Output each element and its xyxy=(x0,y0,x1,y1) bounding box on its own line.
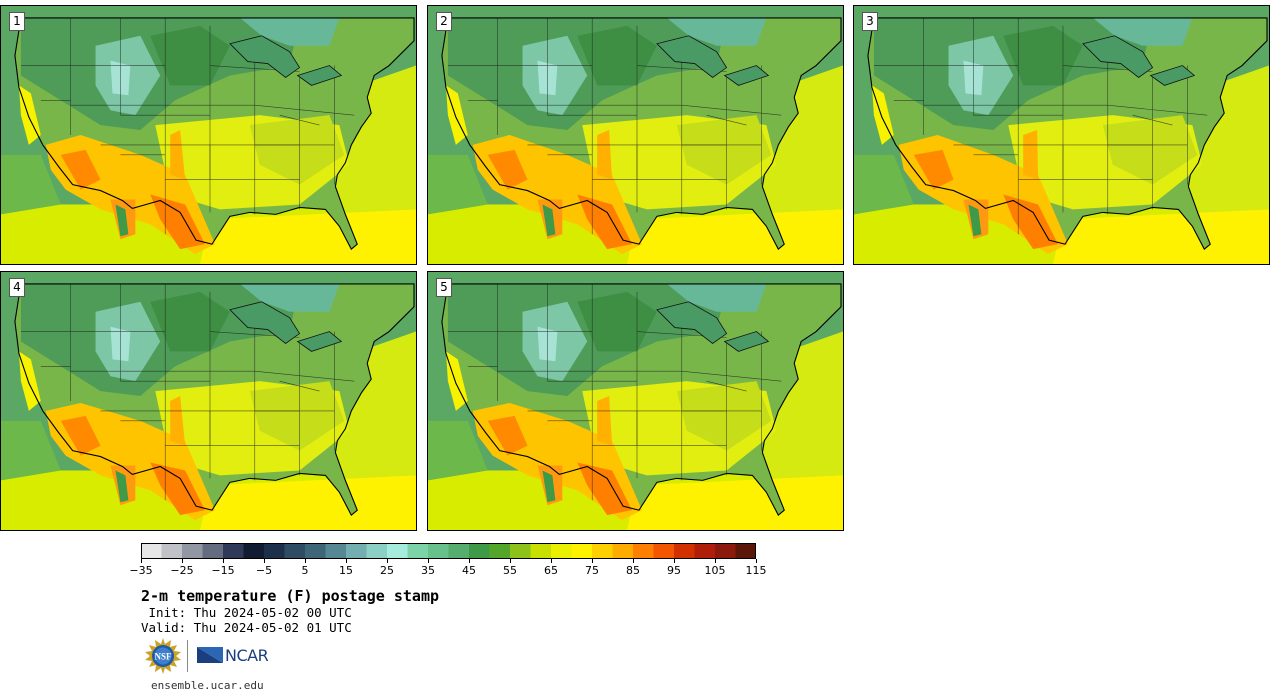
colorbar-swatch xyxy=(633,543,654,559)
colorbar-swatch xyxy=(612,543,634,559)
colorbar-tick-mark xyxy=(469,559,470,563)
colorbar-tick-label: 115 xyxy=(745,564,767,577)
temperature-map xyxy=(854,6,1269,264)
temperature-map xyxy=(428,6,843,264)
nsf-logo: NSF xyxy=(145,638,181,674)
colorbar-tick-label: 5 xyxy=(301,564,309,577)
colorbar-swatch xyxy=(284,543,306,559)
colorbar-tick-mark xyxy=(387,559,388,563)
colorbar-tick-label: −35 xyxy=(129,564,153,577)
nsf-logo-text: NSF xyxy=(154,652,172,662)
colorbar-swatch xyxy=(448,543,470,559)
colorbar-swatch xyxy=(592,543,613,559)
colorbar-border xyxy=(141,543,756,559)
colorbar-tick-mark xyxy=(264,559,265,563)
colorbar-swatch xyxy=(325,543,347,559)
colorbar-swatch xyxy=(182,543,203,559)
colorbar-tick-label: 45 xyxy=(462,564,476,577)
colorbar-tick-mark xyxy=(346,559,347,563)
colorbar-swatch xyxy=(653,543,675,559)
colorbar-swatch xyxy=(715,543,736,559)
colorbar-swatch xyxy=(202,543,224,559)
panel-number-label: 3 xyxy=(862,12,878,31)
panel-number-label: 4 xyxy=(9,278,25,297)
colorbar-tick-mark xyxy=(305,559,306,563)
colorbar-tick-label: 75 xyxy=(585,564,599,577)
colorbar-swatch xyxy=(387,543,408,559)
colorbar-tick-mark xyxy=(223,559,224,563)
colorbar-swatch xyxy=(305,543,326,559)
colorbar-swatch xyxy=(551,543,572,559)
chart-title: 2-m temperature (F) postage stamp xyxy=(141,587,440,605)
colorbar-tick-mark xyxy=(551,559,552,563)
colorbar-tick-mark xyxy=(182,559,183,563)
temperature-map xyxy=(428,272,843,530)
valid-time: Valid: Thu 2024-05-02 01 UTC xyxy=(141,620,352,635)
colorbar-tick-mark xyxy=(715,559,716,563)
colorbar-tick-label: 15 xyxy=(339,564,353,577)
colorbar-tick-label: 25 xyxy=(380,564,394,577)
colorbar-swatch xyxy=(469,543,490,559)
colorbar-tick-label: −5 xyxy=(255,564,273,577)
colorbar-tick-mark xyxy=(674,559,675,563)
logo-divider xyxy=(187,640,188,672)
colorbar-tick-label: 95 xyxy=(667,564,681,577)
colorbar-swatch xyxy=(428,543,449,559)
colorbar-swatch xyxy=(223,543,244,559)
colorbar-tick-label: 85 xyxy=(626,564,640,577)
ncar-logo: NCAR xyxy=(197,643,269,667)
map-panel-1: 1 xyxy=(0,5,417,265)
colorbar-tick-mark xyxy=(141,559,142,563)
source-url: ensemble.ucar.edu xyxy=(151,679,264,692)
colorbar-tick-label: −25 xyxy=(170,564,194,577)
colorbar-swatch xyxy=(243,543,265,559)
ncar-logo-text: NCAR xyxy=(225,645,269,665)
colorbar-swatch xyxy=(530,543,552,559)
colorbar-tick-label: 55 xyxy=(503,564,517,577)
ncar-mark-icon xyxy=(197,647,223,663)
colorbar-swatch xyxy=(674,543,695,559)
colorbar-tick-label: −15 xyxy=(211,564,235,577)
temperature-map xyxy=(1,6,416,264)
colorbar-tick-mark xyxy=(510,559,511,563)
colorbar-swatch xyxy=(407,543,429,559)
colorbar-swatch xyxy=(735,543,756,559)
map-panel-3: 3 xyxy=(853,5,1270,265)
temperature-colorbar xyxy=(141,543,756,559)
init-time: Init: Thu 2024-05-02 00 UTC xyxy=(141,605,352,620)
colorbar-tick-mark xyxy=(633,559,634,563)
colorbar-tick-mark xyxy=(428,559,429,563)
colorbar-swatch xyxy=(346,543,367,559)
panel-number-label: 5 xyxy=(436,278,452,297)
colorbar-swatch xyxy=(366,543,388,559)
colorbar-swatch xyxy=(571,543,593,559)
colorbar-swatch xyxy=(141,543,162,559)
colorbar-swatch xyxy=(510,543,531,559)
map-panel-2: 2 xyxy=(427,5,844,265)
colorbar-swatch xyxy=(489,543,511,559)
colorbar-tick-label: 35 xyxy=(421,564,435,577)
colorbar-swatch xyxy=(694,543,716,559)
colorbar-tick-mark xyxy=(592,559,593,563)
colorbar-swatch xyxy=(264,543,285,559)
colorbar-tick-mark xyxy=(756,559,757,563)
panel-number-label: 2 xyxy=(436,12,452,31)
map-panel-5: 5 xyxy=(427,271,844,531)
temperature-map xyxy=(1,272,416,530)
colorbar-tick-label: 65 xyxy=(544,564,558,577)
panel-number-label: 1 xyxy=(9,12,25,31)
colorbar-swatch xyxy=(161,543,183,559)
colorbar-tick-label: 105 xyxy=(704,564,726,577)
map-panel-4: 4 xyxy=(0,271,417,531)
